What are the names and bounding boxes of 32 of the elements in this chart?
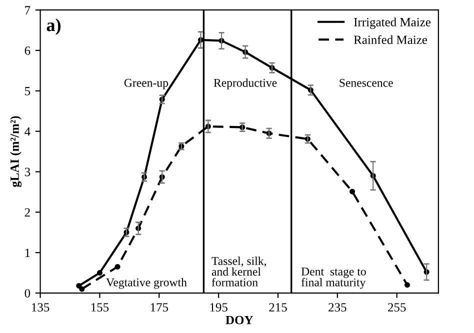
y-axis-title: gLAI (m²/m²) (10, 116, 22, 188)
point (76, 282, 82, 289)
annotation: Tassel, silk, and kernel formation (212, 256, 266, 286)
x-tick-label: 175 (150, 303, 168, 312)
x-axis-title: DOY (226, 316, 254, 324)
annotation: Green-up (124, 78, 168, 90)
y-tick-label: 0 (24, 289, 30, 298)
annotation: Dent stage to final maturity (301, 268, 366, 289)
legend-label: Irrigated Maize (354, 18, 431, 29)
x-tick-label: 155 (91, 303, 109, 312)
x-tick-label: 195 (210, 303, 228, 312)
annotation: Reproductive (214, 78, 277, 90)
chart-title: a) (46, 18, 61, 35)
point (79, 286, 85, 292)
y-tick-label: 1 (25, 248, 30, 257)
y-tick-label: 2 (24, 208, 30, 217)
annotation: Vegtative growth (106, 278, 187, 289)
point (114, 264, 120, 270)
x-tick-label: 255 (388, 303, 406, 312)
x-tick-label: 235 (328, 303, 346, 312)
legend-label: Rainfed Maize (354, 35, 428, 44)
y-tick-label: 4 (24, 127, 30, 136)
y-tick-label: 7 (25, 6, 30, 14)
y-tick-label: 5 (25, 87, 30, 96)
point (404, 282, 410, 288)
x-tick-label: 135 (32, 303, 50, 312)
point (350, 188, 356, 194)
y-tick-label: 3 (24, 168, 30, 176)
x-tick-label: 215 (269, 303, 287, 312)
annotation: Senescence (340, 78, 393, 87)
point (96, 270, 102, 276)
y-tick-label: 6 (24, 46, 30, 55)
